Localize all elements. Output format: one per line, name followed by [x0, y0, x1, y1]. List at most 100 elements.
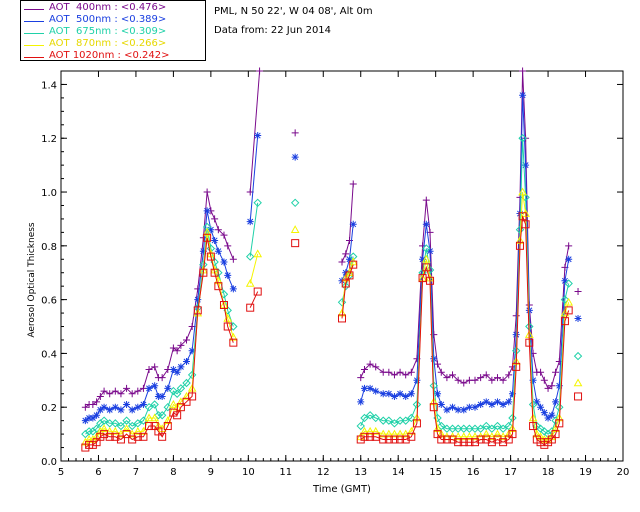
data-point — [111, 387, 119, 395]
data-point — [460, 379, 468, 387]
data-point — [85, 414, 93, 422]
data-point — [89, 414, 97, 422]
data-point — [117, 406, 125, 414]
data-point — [194, 296, 202, 304]
data-point — [537, 403, 545, 411]
data-point — [349, 252, 358, 261]
x-tick-label: 15 — [429, 467, 442, 478]
data-point — [453, 424, 463, 433]
data-point — [401, 435, 410, 444]
data-point — [442, 435, 451, 444]
x-tick-label: 7 — [133, 467, 139, 478]
data-point — [158, 374, 166, 382]
data-point — [533, 398, 541, 406]
data-point — [229, 285, 237, 293]
data-point — [169, 344, 177, 352]
data-point — [172, 389, 182, 398]
data-point — [421, 254, 431, 263]
data-point — [508, 430, 517, 439]
data-point — [482, 398, 490, 406]
data-point — [127, 421, 137, 431]
data-point — [454, 406, 462, 414]
data-date: Data from: 22 Jun 2014 — [214, 25, 332, 36]
data-point — [512, 362, 521, 371]
data-point — [211, 236, 219, 244]
series-layer — [81, 67, 583, 452]
data-point — [465, 438, 474, 447]
data-point — [360, 384, 368, 392]
data-point — [291, 239, 300, 248]
legend-item-500nm: AOT 500nm : <0.389> — [21, 14, 207, 27]
data-point — [203, 233, 212, 242]
data-point — [122, 416, 131, 425]
data-point — [341, 279, 350, 288]
data-point — [437, 401, 445, 409]
data-point — [173, 368, 181, 376]
data-point — [89, 401, 97, 409]
data-point — [406, 426, 416, 435]
data-point — [93, 411, 101, 419]
data-point — [574, 314, 582, 322]
data-point — [519, 67, 527, 75]
data-point — [357, 374, 365, 382]
y-tick-label: 1.4 — [41, 80, 57, 91]
data-point — [220, 258, 228, 266]
data-point — [488, 376, 496, 384]
data-point — [560, 317, 569, 326]
x-tick-label: 11 — [279, 467, 292, 478]
data-point — [254, 132, 262, 140]
data-point — [134, 387, 142, 395]
data-point — [177, 341, 185, 349]
data-point — [349, 180, 357, 188]
data-point — [366, 360, 374, 368]
data-point — [177, 363, 185, 371]
data-point — [246, 218, 254, 226]
data-point — [396, 390, 404, 398]
data-point — [116, 435, 125, 444]
data-point — [199, 268, 208, 277]
data-point — [139, 432, 148, 441]
data-point — [360, 366, 368, 374]
data-point — [117, 390, 125, 398]
series-line — [249, 291, 259, 308]
x-tick-label: 6 — [95, 467, 101, 478]
data-point — [430, 355, 438, 363]
data-point — [518, 134, 527, 143]
y-tick-label: 0.2 — [41, 403, 57, 414]
data-point — [144, 402, 154, 412]
data-point — [521, 220, 530, 229]
data-point — [465, 432, 474, 441]
data-point — [537, 368, 545, 376]
y-axis-label: Aerosol Optical Thickness — [27, 222, 37, 338]
y-tick-label: 0.0 — [41, 457, 57, 468]
data-point — [540, 427, 549, 436]
x-tick-label: 10 — [242, 467, 255, 478]
data-point — [338, 258, 346, 266]
axes: 5 6 7 8 9 10 11 12 13 14 15 16 17 18 19 20 0.0 0.2 0.4 0.6 0… — [41, 70, 629, 478]
data-point — [396, 435, 405, 444]
data-point — [158, 432, 167, 441]
data-point — [552, 398, 560, 406]
data-point — [390, 429, 399, 438]
data-point — [384, 416, 394, 425]
data-point — [499, 401, 507, 409]
data-point — [422, 220, 430, 228]
data-point — [253, 249, 263, 258]
data-point — [206, 252, 215, 261]
data-point — [245, 278, 255, 287]
data-point — [482, 371, 490, 379]
data-point — [366, 384, 374, 392]
x-axis-label: Time (GMT) — [312, 484, 371, 495]
data-point — [508, 390, 516, 398]
y-tick-label: 1.2 — [41, 134, 57, 145]
data-point — [341, 273, 351, 282]
data-point — [223, 322, 232, 331]
data-point — [379, 435, 388, 444]
data-point — [493, 435, 502, 444]
data-point — [193, 306, 202, 315]
data-point — [210, 268, 219, 277]
data-point — [379, 416, 388, 425]
data-point — [402, 392, 410, 400]
y-tick-label: 1.0 — [41, 188, 57, 199]
data-point — [390, 419, 399, 428]
